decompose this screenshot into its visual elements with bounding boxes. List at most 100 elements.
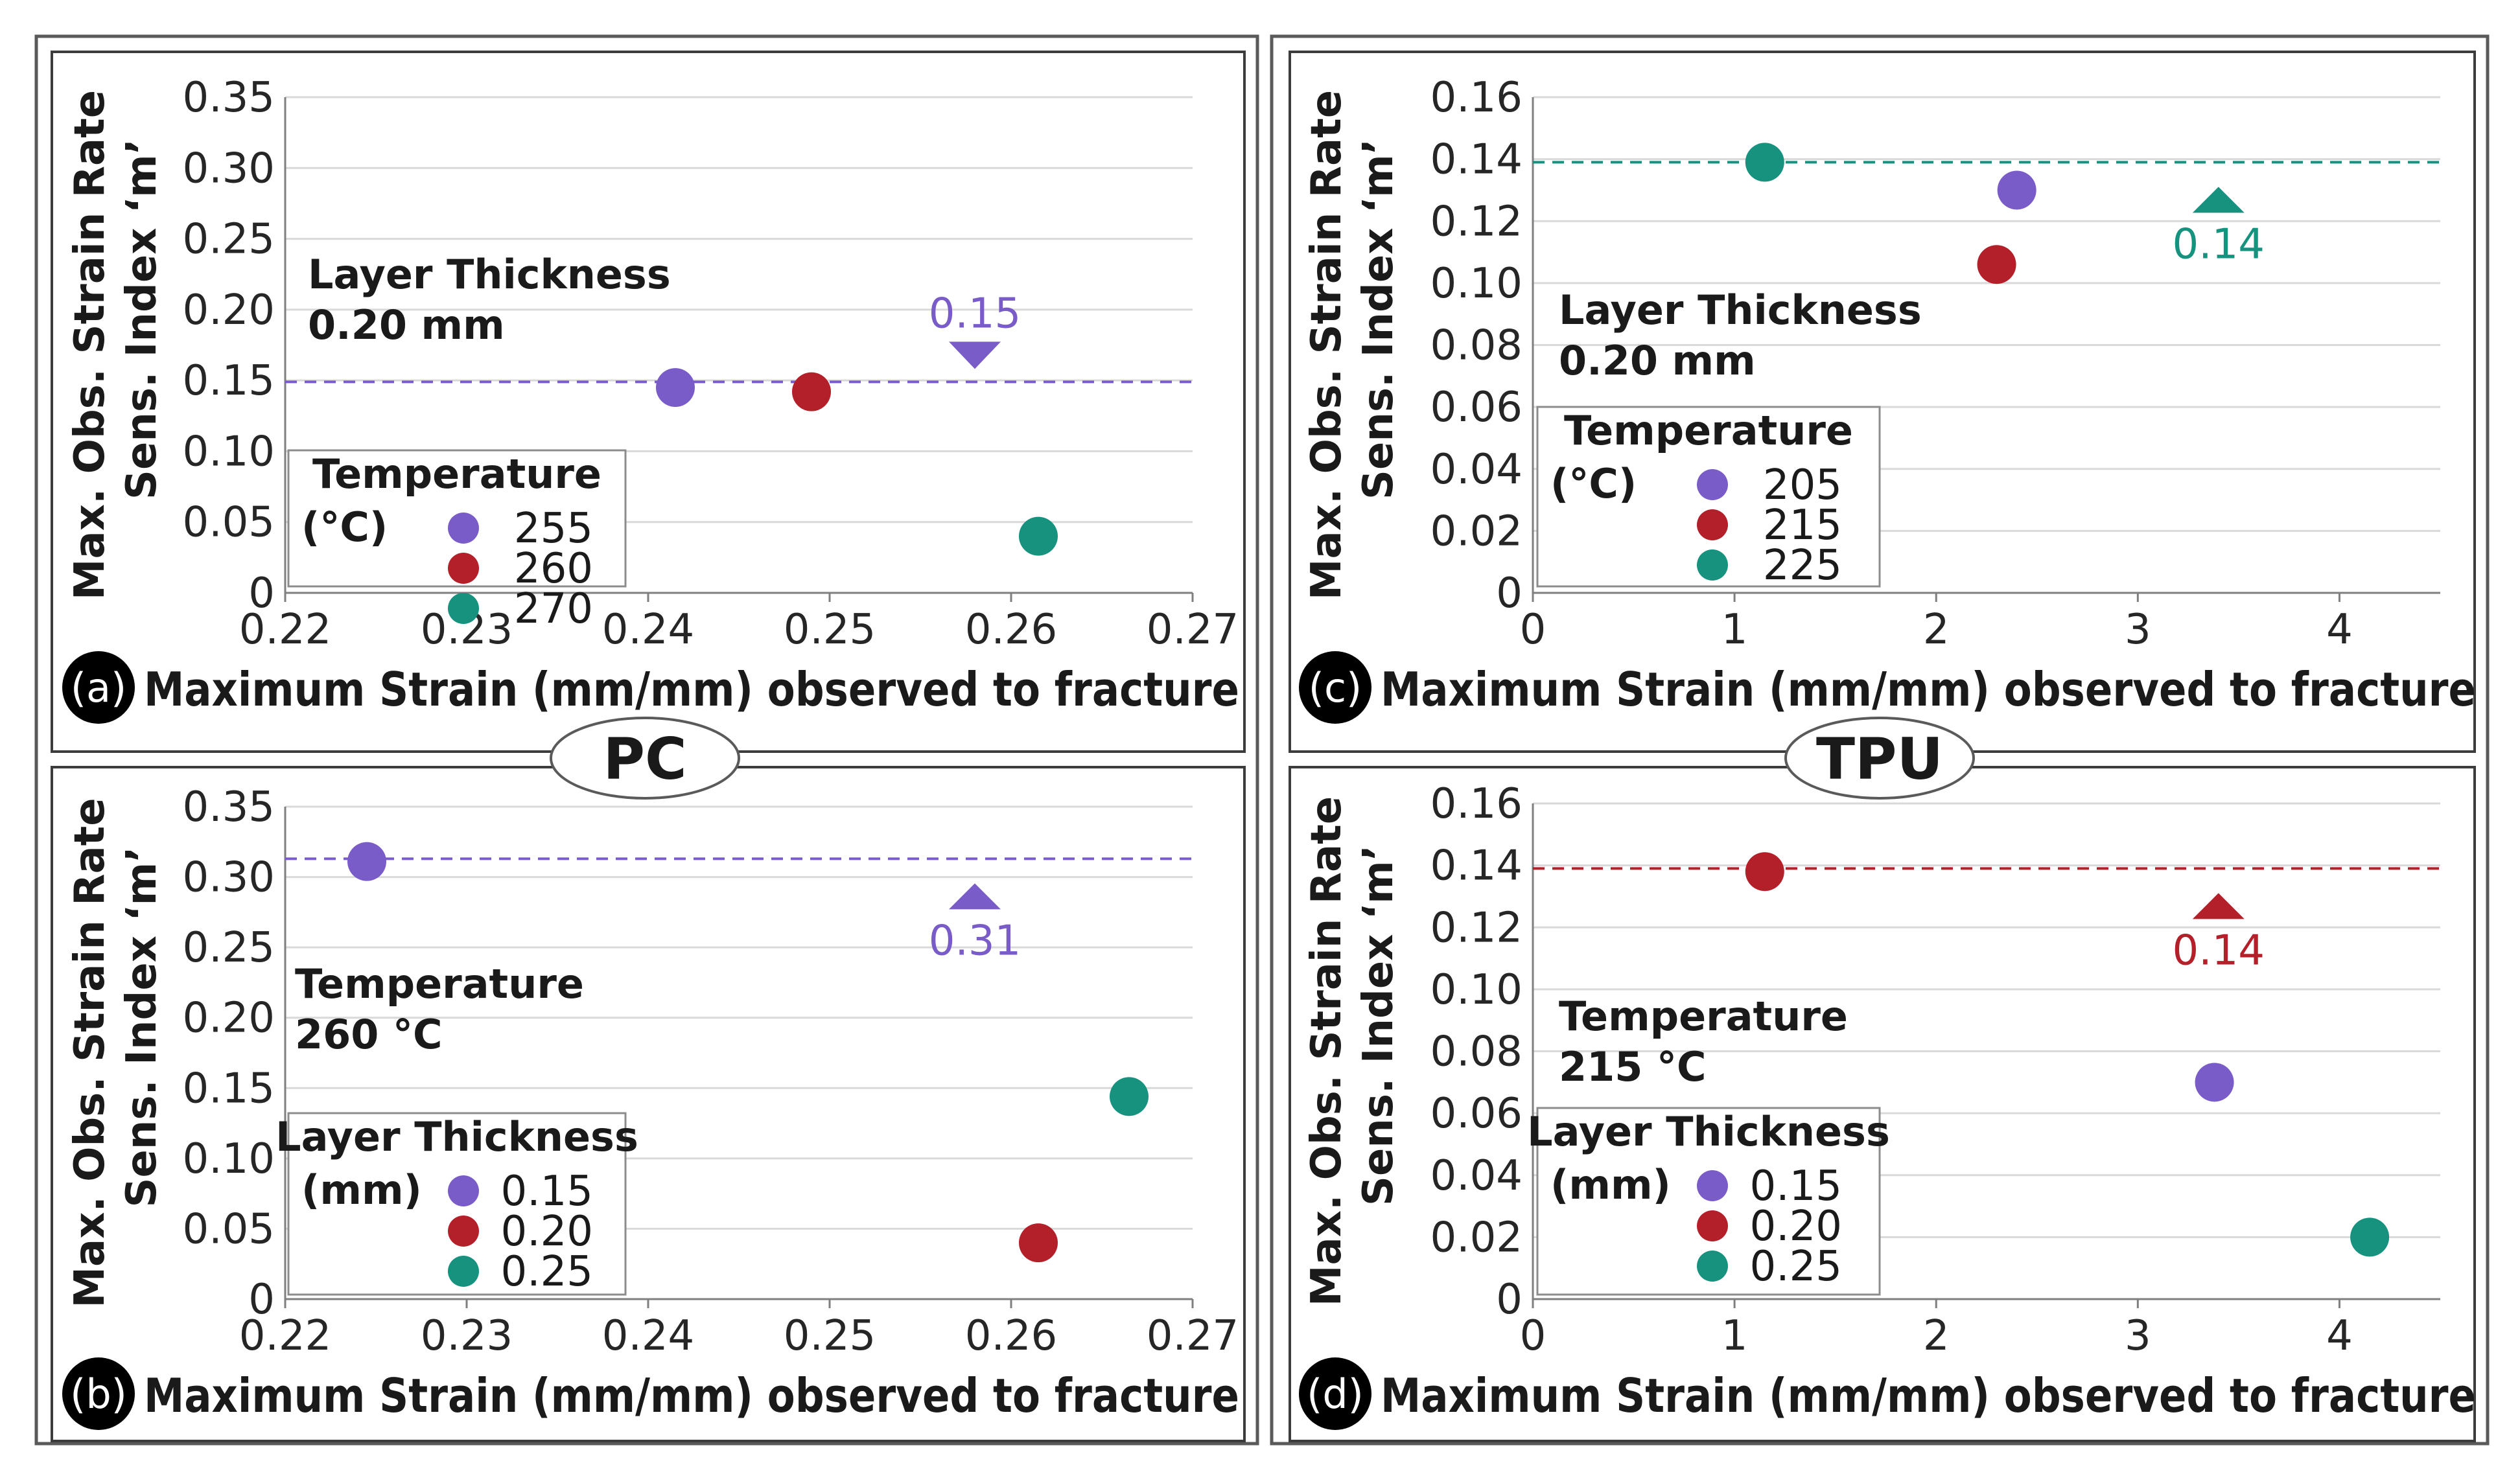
legend-title: Layer Thickness (1527, 1108, 1890, 1155)
y-tick-label: 0.10 (183, 1135, 275, 1183)
x-tick-label: 0.22 (239, 606, 332, 654)
x-tick-label: 0.25 (784, 1312, 876, 1360)
x-tick-label: 0.26 (965, 606, 1058, 654)
legend-entry: 225 (1763, 542, 1842, 590)
panel-badge-label: (d) (1307, 1370, 1364, 1418)
y-tick-label: 0.04 (1430, 1152, 1523, 1200)
data-point (1110, 1077, 1149, 1116)
x-axis-label: Maximum Strain (mm/mm) observed to fract… (1381, 662, 2476, 717)
legend-entry: 205 (1763, 461, 1842, 509)
panel-border (1289, 766, 2476, 1442)
annotation-title: Temperature (295, 960, 584, 1008)
y-axis-label: Max. Obs. Strain Rate (1303, 90, 1351, 600)
x-tick-label: 1 (1721, 1312, 1748, 1360)
x-tick-label: 4 (2326, 606, 2353, 654)
x-tick-label: 0.24 (602, 606, 695, 654)
legend-swatch (448, 553, 479, 584)
annotation-value: 0.20 mm (1559, 337, 1756, 384)
legend-entry: 255 (514, 505, 593, 553)
group-frame-pc (34, 34, 1259, 1446)
y-tick-label: 0.35 (183, 74, 275, 122)
y-tick-label: 0.08 (1430, 1028, 1523, 1076)
legend-title: Temperature (312, 450, 601, 498)
y-axis-label: Max. Obs. Strain Rate (66, 798, 114, 1308)
max-value-label: 0.14 (2173, 220, 2265, 268)
y-tick-label: 0.08 (1430, 322, 1523, 370)
panel-border (1289, 51, 2476, 753)
y-tick-label: 0.06 (1430, 1090, 1523, 1138)
data-point (347, 842, 386, 881)
y-tick-label: 0.05 (183, 1205, 275, 1253)
panel-c: 0 0.02 0.04 0.06 0.08 0.10 0.12 0.14 0.16 0 1 2 3 4 (c… (1289, 51, 2476, 753)
legend-unit: (mm) (301, 1166, 422, 1214)
y-tick-label: 0.16 (1430, 74, 1523, 122)
y-tick-label: 0.20 (183, 995, 275, 1043)
annotation-title: Layer Thickness (308, 251, 671, 298)
panel-b: 00.050.100.150.200.250.300.350.22 0.23 0.2… (51, 766, 1246, 1442)
data-point (1019, 516, 1058, 556)
y-tick-label: 0.10 (1430, 260, 1523, 308)
x-tick-label: 2 (1923, 1312, 1950, 1360)
legend-swatch (1697, 509, 1728, 540)
x-tick-label: 0.22 (239, 1312, 332, 1360)
legend-entry: 260 (514, 545, 593, 593)
y-tick-label: 0.10 (183, 428, 275, 476)
group-label-tpu: TPU (1816, 726, 1943, 792)
legend-swatch (1697, 549, 1728, 581)
y-tick-label: 0.15 (183, 357, 275, 405)
panel-badge (1299, 1357, 1371, 1430)
panel-badge (62, 1357, 135, 1430)
panel-d: 0 0.02 0.04 0.06 0.08 0.10 0.12 0.14 0.16 0 1 2 3 4 (d… (1289, 766, 2476, 1442)
x-tick-label: 0.27 (1147, 606, 1239, 654)
y-tick-label: 0.16 (1430, 780, 1523, 828)
legend-entry: 0.15 (501, 1168, 594, 1216)
max-marker (2192, 187, 2245, 213)
y-tick-label: 0.04 (1430, 446, 1523, 494)
legend-swatch (448, 1175, 479, 1206)
legend-entry: 215 (1763, 502, 1842, 549)
data-point (1019, 1223, 1058, 1263)
data-point (1745, 852, 1784, 892)
group-label-oval (550, 717, 740, 800)
x-tick-label: 1 (1721, 606, 1748, 654)
legend-title: Temperature (1564, 407, 1853, 454)
max-marker (2192, 893, 2245, 919)
annotation-value: 260 °C (295, 1011, 443, 1058)
x-tick-label: 0.24 (602, 1312, 695, 1360)
max-value-label: 0.15 (929, 290, 1021, 338)
data-point (2350, 1217, 2390, 1257)
y-tick-label: 0.25 (183, 216, 275, 264)
y-tick-label: 0.06 (1430, 384, 1523, 432)
y-tick-label: 0.10 (1430, 966, 1523, 1014)
x-tick-label: 4 (2326, 1312, 2353, 1360)
panels: 0 0.05 0.10 0.15 0.20 0.25 0.30 0.35 0.22 0.23 0.2… (51, 51, 2476, 1442)
panel-badge (1299, 651, 1371, 724)
x-tick-label: 0 (1520, 1312, 1546, 1360)
data-point (792, 372, 831, 411)
x-tick-label: 3 (2125, 1312, 2151, 1360)
y-tick-label: 0.12 (1430, 198, 1523, 246)
panel-a: 00.050.100.150.200.250.300.350.22 0.23 0.2… (51, 51, 1246, 753)
group-labels: PC TPU (550, 717, 1975, 800)
legend-entry: 0.25 (1750, 1243, 1843, 1291)
legend-entry: 270 (514, 585, 593, 633)
y-axis-label-line2: Sens. Index ‘m’ (1355, 139, 1403, 500)
group-label-oval (1784, 717, 1975, 800)
y-tick-label: 0 (1496, 570, 1522, 617)
legend-swatch (448, 593, 479, 624)
y-tick-label: 0.25 (183, 924, 275, 972)
y-tick-label: 0.30 (183, 144, 275, 192)
y-tick-label: 0.02 (1430, 507, 1523, 555)
group-label-pc: PC (603, 726, 686, 792)
data-point (1977, 245, 2016, 284)
panel-badge-label: (a) (71, 664, 126, 711)
x-tick-label: 0.23 (421, 1312, 513, 1360)
panel-border (51, 766, 1246, 1442)
annotation-value: 215 °C (1559, 1043, 1707, 1090)
legend-swatch (1697, 1210, 1728, 1241)
group-frame-tpu (1270, 34, 2490, 1446)
max-marker (949, 341, 1001, 369)
y-axis-label-line2: Sens. Index ‘m’ (118, 139, 166, 500)
x-axis-label: Maximum Strain (mm/mm) observed to fract… (1381, 1368, 2476, 1423)
